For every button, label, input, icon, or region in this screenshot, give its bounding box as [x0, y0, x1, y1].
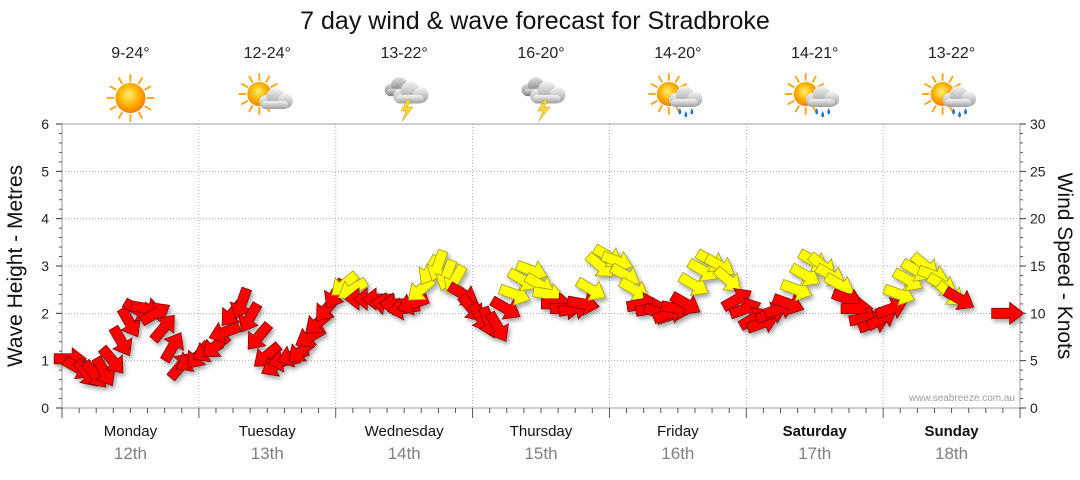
wind-arrow — [617, 276, 650, 301]
y-axis-label: Wave Height - Metres — [4, 165, 27, 367]
partly-cloudy-rain-icon — [647, 73, 703, 118]
day-date: 17th — [798, 444, 831, 463]
y2-tick-label: 25 — [1030, 163, 1046, 179]
day-temperature: 16-20° — [517, 45, 564, 62]
day-name: Friday — [657, 423, 699, 440]
partly-cloudy-rain-icon — [784, 73, 840, 118]
y-tick-label: 3 — [41, 258, 49, 274]
day-temperature: 13-22° — [928, 45, 975, 62]
day-date: 15th — [524, 444, 557, 463]
day-date: 14th — [388, 444, 421, 463]
day-labels: Monday 12th Tuesday 13th Wednesday 14th Thursd… — [104, 423, 980, 463]
wind-arrow — [712, 265, 742, 291]
wind-arrow — [991, 301, 1025, 326]
partly-cloudy-icon — [238, 73, 293, 115]
day-date: 16th — [661, 444, 694, 463]
wind-arrow — [485, 310, 509, 342]
day-name: Thursday — [510, 423, 573, 440]
day-temperature: 14-20° — [654, 45, 701, 62]
wind-arrow — [149, 314, 175, 344]
storm-icon — [521, 77, 566, 122]
day-name: Saturday — [783, 423, 848, 440]
y2-axis-label: Wind Speed - Knots — [1053, 173, 1076, 360]
wind-arrow — [108, 324, 133, 357]
y2-tick-label: 30 — [1030, 116, 1046, 132]
y-axis-right: 0 5 10 15 20 25 30 — [1020, 116, 1046, 416]
day-name: Tuesday — [239, 423, 296, 440]
day-headers: 9-24° 12-24° 13-22° 16-20° 14-20° 14-21° 13-22… — [106, 45, 977, 122]
day-name: Sunday — [924, 423, 979, 440]
y-tick-label: 2 — [41, 305, 49, 321]
day-temperature: 9-24° — [111, 45, 149, 62]
day-name: Monday — [104, 423, 158, 440]
wind-arrow — [574, 276, 607, 301]
y2-tick-label: 20 — [1030, 211, 1046, 227]
day-temperature: 12-24° — [244, 45, 291, 62]
wind-arrow — [160, 332, 184, 364]
wind-arrow — [229, 286, 252, 320]
wind-arrow — [247, 320, 274, 350]
partly-cloudy-rain-icon — [921, 73, 977, 118]
sunny-icon — [106, 74, 155, 122]
wind-arrow — [116, 305, 141, 338]
wind-arrow — [238, 301, 263, 333]
y2-tick-label: 0 — [1030, 400, 1038, 416]
y-axis-left: 0 1 2 3 4 5 6 — [41, 116, 62, 416]
wind-arrow — [677, 272, 709, 296]
wind-arrow — [669, 291, 701, 315]
y-tick-label: 0 — [41, 400, 49, 416]
wind-arrow — [489, 295, 521, 320]
day-temperature: 14-21° — [791, 45, 838, 62]
y-tick-label: 1 — [41, 353, 49, 369]
day-name: Wednesday — [365, 423, 444, 440]
watermark: www.seabreeze.com.au — [908, 393, 1015, 404]
y2-tick-label: 5 — [1030, 353, 1038, 369]
chart-title: 7 day wind & wave forecast for Stradbrok… — [300, 7, 770, 35]
y-tick-label: 6 — [41, 116, 49, 132]
wind-arrow — [942, 286, 975, 311]
day-date: 18th — [935, 444, 968, 463]
y2-tick-label: 10 — [1030, 305, 1046, 321]
y-tick-label: 4 — [41, 211, 49, 227]
y-tick-label: 5 — [41, 163, 49, 179]
day-date: 13th — [251, 444, 284, 463]
wind-arrow — [97, 344, 124, 374]
storm-icon — [384, 77, 429, 122]
day-temperature: 13-22° — [380, 45, 427, 62]
y2-tick-label: 15 — [1030, 258, 1046, 274]
day-date: 12th — [114, 444, 147, 463]
wind-arrows — [53, 243, 1025, 388]
